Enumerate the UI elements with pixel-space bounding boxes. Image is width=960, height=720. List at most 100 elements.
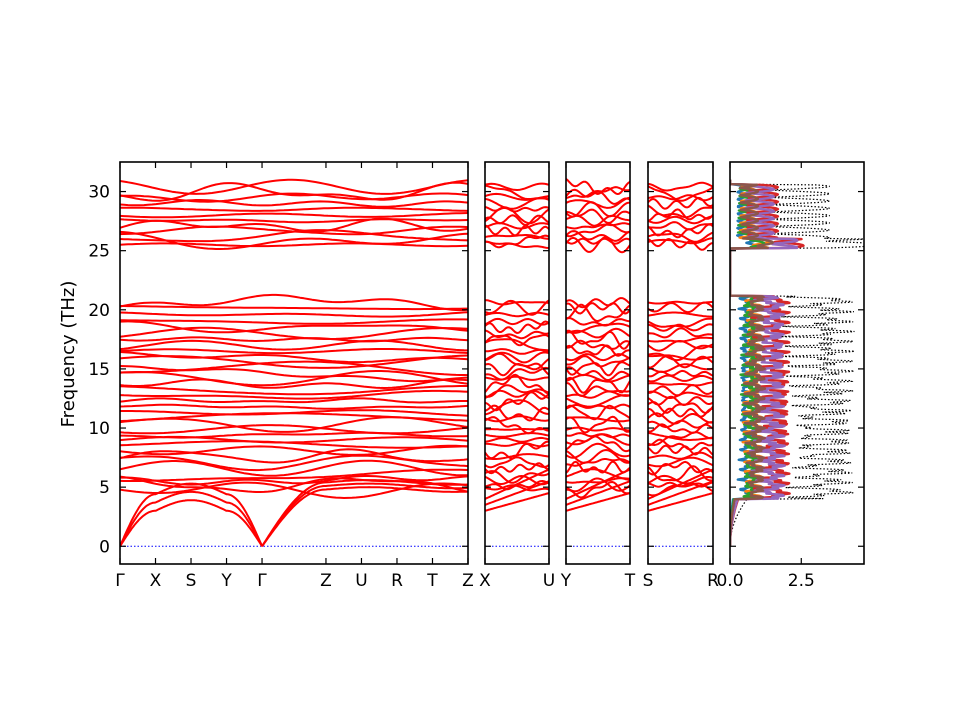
band-branch: [566, 390, 630, 399]
band-branch: [566, 477, 630, 493]
band-branch: [648, 336, 713, 343]
band-branch: [485, 206, 549, 213]
y-tick-label: 10: [88, 419, 110, 439]
acoustic-branch: [120, 482, 263, 547]
band-branch: [485, 240, 549, 249]
band-branch: [120, 178, 468, 195]
band-branch: [120, 370, 468, 387]
band-branch: [566, 178, 630, 195]
band-branch: [485, 320, 549, 334]
band-branch: [120, 242, 468, 248]
band-branch: [648, 407, 713, 418]
acoustic-branch: [261, 486, 468, 547]
acoustic-branch: [566, 492, 630, 512]
band-branch: [485, 404, 549, 422]
band-panel-frame: [119, 161, 469, 565]
band-panel-4: [648, 181, 713, 547]
band-branch: [566, 460, 630, 474]
band-branch: [648, 181, 713, 192]
band-branch: [566, 317, 630, 327]
band-branch: [120, 431, 468, 439]
band-branch: [485, 440, 549, 460]
x-tick-label: U: [355, 571, 367, 591]
band-branch: [120, 416, 468, 433]
band-branch: [566, 344, 630, 357]
acoustic-branch: [261, 479, 468, 547]
band-branch: [120, 468, 468, 482]
acoustic-branch: [566, 468, 630, 500]
band-branch: [566, 201, 630, 218]
x-tick-label: R: [391, 571, 403, 591]
band-branch: [648, 223, 713, 239]
band-branch: [120, 218, 468, 224]
acoustic-branch: [485, 480, 549, 506]
x-tick-label: S: [186, 571, 197, 591]
axes-frames: [119, 161, 865, 565]
x-tick-label: R: [707, 571, 719, 591]
band-branch: [120, 412, 468, 423]
band-panel-frame: [565, 161, 631, 565]
band-branch: [485, 338, 549, 353]
band-structure-layer: [120, 178, 713, 547]
band-branch: [648, 412, 713, 425]
band-branch: [120, 409, 468, 417]
band-branch: [648, 327, 713, 339]
x-tick-label: X: [479, 571, 491, 591]
band-branch: [648, 451, 713, 460]
band-branch: [485, 384, 549, 398]
band-branch: [648, 323, 713, 332]
band-branch: [120, 444, 468, 456]
band-branch: [485, 456, 549, 469]
y-tick-label: 5: [99, 478, 110, 498]
band-branch: [566, 302, 630, 315]
x-tick-label: Γ: [115, 571, 125, 591]
band-branch: [120, 351, 468, 364]
band-branch: [566, 481, 630, 499]
band-branch: [120, 339, 468, 352]
band-branch: [648, 204, 713, 219]
x-tick-label: U: [543, 571, 555, 591]
x-tick-label: X: [150, 571, 162, 591]
band-branch: [485, 329, 549, 340]
band-branch: [566, 322, 630, 334]
band-branch: [485, 391, 549, 412]
y-tick-label: 15: [88, 360, 110, 380]
band-branch: [648, 185, 713, 202]
y-axis-label: Frequency (THz): [58, 281, 79, 428]
band-branch: [566, 297, 630, 309]
band-branch: [648, 474, 713, 485]
band-branch: [648, 238, 713, 251]
dos-layer: [730, 179, 864, 547]
band-branch: [566, 426, 630, 432]
acoustic-branch: [120, 490, 263, 547]
band-branch: [648, 444, 713, 456]
band-branch: [120, 311, 468, 318]
band-branch: [120, 481, 468, 499]
x-tick-label: Y: [560, 571, 572, 591]
band-branch: [120, 336, 468, 343]
band-branch: [120, 385, 468, 396]
band-branch: [485, 182, 549, 191]
band-branch: [120, 475, 468, 493]
band-branch: [648, 194, 713, 202]
y-tick-label: 20: [88, 301, 110, 321]
band-branch: [566, 236, 630, 254]
band-branch: [120, 217, 468, 233]
band-branch: [120, 181, 468, 202]
dos-partial-curve-6: [730, 179, 774, 547]
band-branch: [120, 320, 468, 334]
band-branch: [648, 431, 713, 441]
band-panel-frame: [647, 161, 714, 565]
band-branch: [566, 196, 630, 209]
band-branch: [485, 427, 549, 431]
band-branch: [566, 376, 630, 394]
band-branch: [566, 449, 630, 464]
band-branch: [566, 435, 630, 453]
x-tick-label: T: [426, 571, 438, 591]
band-branch: [485, 222, 549, 230]
band-branch: [648, 344, 713, 362]
band-branch: [120, 230, 468, 250]
band-branch: [485, 184, 549, 200]
band-branch: [120, 389, 468, 400]
band-branch: [648, 381, 713, 387]
